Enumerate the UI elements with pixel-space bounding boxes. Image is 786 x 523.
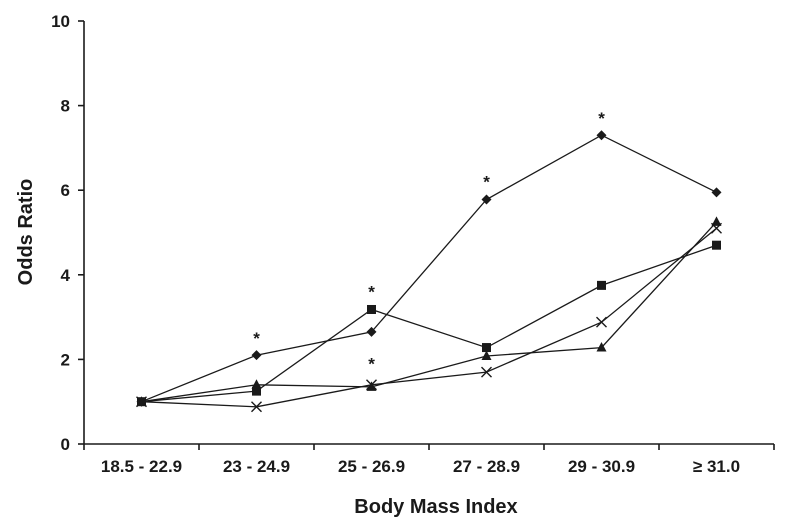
data-point-x	[136, 396, 147, 408]
x-tick-label: 25 - 26.9	[338, 457, 405, 476]
x-axis-ticks: 18.5 - 22.9 23 - 24.9 25 - 26.9 27 - 28.9 29…	[83, 444, 775, 476]
data-point-triangle	[366, 381, 377, 391]
data-point-x	[596, 316, 607, 328]
y-axis-ticks: 0 2 4 6 8 10	[51, 12, 84, 454]
data-point-square	[482, 343, 491, 353]
data-point-diamond	[596, 130, 607, 141]
y-tick-label: 10	[51, 12, 70, 31]
data-point-x	[481, 366, 492, 378]
data-point-diamond	[251, 350, 262, 361]
y-tick-label: 2	[61, 350, 70, 369]
series-triangle	[136, 216, 722, 406]
significance-asterisk: *	[253, 329, 260, 348]
series-line	[141, 221, 717, 403]
significance-asterisk: *	[368, 355, 375, 374]
data-point-square	[367, 304, 376, 314]
data-point-square	[712, 240, 721, 250]
data-point-triangle	[481, 350, 492, 361]
x-axis-title: Body Mass Index	[354, 496, 517, 518]
data-point-x	[711, 222, 722, 234]
annotation-layer: * * * * *	[253, 109, 605, 373]
data-point-triangle	[251, 379, 262, 389]
x-tick-label: 18.5 - 22.9	[101, 457, 182, 476]
y-axis-title: Odds Ratio	[15, 179, 37, 286]
y-tick-label: 6	[61, 181, 70, 200]
data-point-diamond	[711, 187, 722, 198]
data-point-triangle	[711, 216, 722, 226]
data-point-x	[366, 379, 377, 391]
data-point-square	[252, 386, 261, 396]
x-tick-label: 27 - 28.9	[453, 457, 520, 476]
significance-asterisk: *	[483, 173, 490, 192]
series-x	[136, 222, 722, 413]
y-tick-label: 8	[61, 97, 70, 116]
data-point-diamond	[481, 194, 492, 205]
y-tick-label: 0	[61, 435, 70, 454]
data-point-square	[597, 280, 606, 290]
significance-asterisk: *	[598, 109, 605, 128]
data-point-x	[251, 401, 262, 413]
axes	[83, 21, 774, 445]
series-diamond	[136, 130, 722, 407]
series-line	[141, 227, 717, 408]
x-tick-label: 23 - 24.9	[223, 457, 290, 476]
x-tick-label: ≥ 31.0	[693, 457, 740, 476]
series-layer	[136, 130, 722, 413]
series-line	[141, 244, 717, 403]
data-point-triangle	[596, 342, 607, 352]
x-tick-label: 29 - 30.9	[568, 457, 635, 476]
y-tick-label: 4	[61, 266, 71, 285]
series-line	[141, 134, 717, 403]
significance-asterisk: *	[368, 283, 375, 302]
data-point-diamond	[366, 326, 377, 337]
